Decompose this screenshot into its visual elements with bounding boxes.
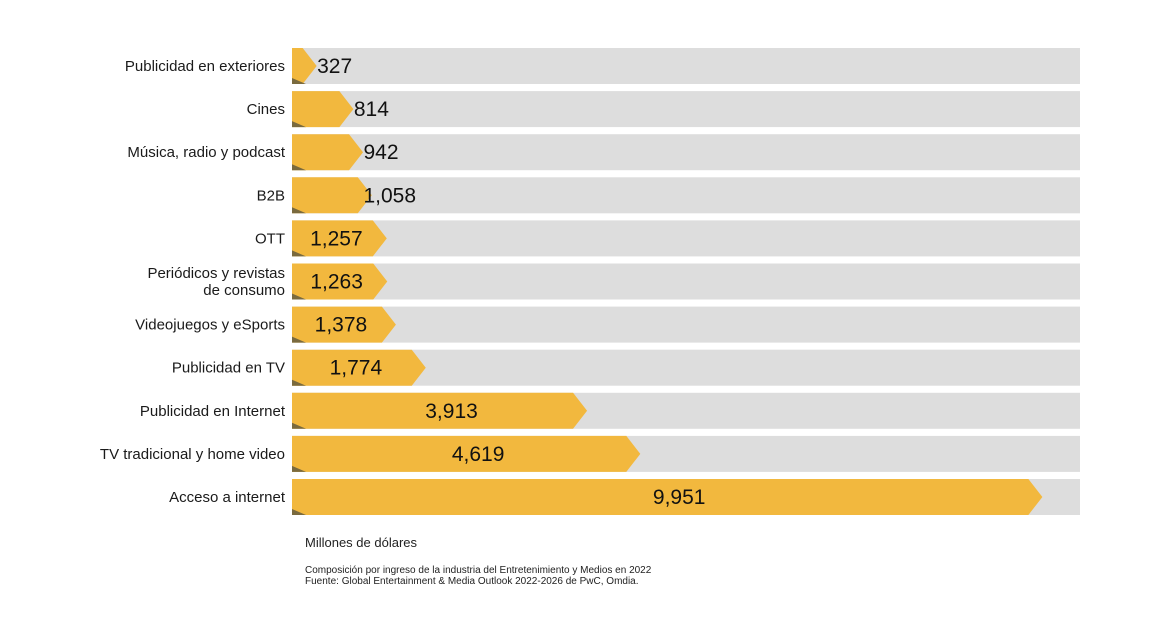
bar-value-label: 1,263 <box>310 271 363 294</box>
footnote-line-description: Composición por ingreso de la industria … <box>305 565 652 576</box>
x-axis-unit-label: Millones de dólares <box>305 535 418 550</box>
bar-track <box>292 263 1080 300</box>
bar <box>292 91 354 128</box>
bar <box>292 479 1043 515</box>
bar-track <box>292 177 1080 214</box>
bar-value-label: 9,951 <box>653 486 706 509</box>
category-label-line: Música, radio y podcast <box>127 144 285 161</box>
bar-value-label: 1,058 <box>363 184 416 207</box>
bar-fold-shadow <box>292 78 306 84</box>
bar-fold-shadow <box>292 465 306 472</box>
bar-fold-shadow <box>292 164 306 171</box>
category-label-line: B2B <box>257 187 285 204</box>
category-label-line: TV tradicional y home video <box>100 446 285 463</box>
bar-value-label: 1,378 <box>315 314 368 337</box>
category-label: Periódicos y revistas de consumo <box>147 265 285 299</box>
bar <box>292 48 317 84</box>
category-label: Publicidad en TV <box>172 360 285 377</box>
bar-value-label: 1,257 <box>310 227 363 250</box>
bar-fold-shadow <box>292 379 306 386</box>
bar <box>292 435 641 472</box>
bar-value-label: 1,774 <box>330 357 383 380</box>
category-label-line: Publicidad en exteriores <box>125 58 285 75</box>
category-label: Música, radio y podcast <box>127 144 285 161</box>
category-label-line: OTT <box>255 230 285 247</box>
bar-value-label: 3,913 <box>425 400 478 423</box>
bar-fold-shadow <box>292 336 306 343</box>
bar-value-label: 942 <box>364 141 399 164</box>
bar-track <box>292 134 1080 171</box>
bar-value-label: 327 <box>317 55 352 78</box>
category-label: Publicidad en Internet <box>140 403 286 420</box>
bar <box>292 134 364 171</box>
bar <box>292 177 372 214</box>
bar <box>292 306 396 343</box>
category-label-line: de consumo <box>203 282 285 299</box>
bar-track <box>292 48 1080 84</box>
bar-value-label: 814 <box>354 98 389 121</box>
category-label: Videojuegos y eSports <box>135 317 285 334</box>
category-label: OTT <box>255 230 285 247</box>
bar <box>292 349 426 386</box>
chart-footnote: Composición por ingreso de la industria … <box>305 565 651 587</box>
bar-track <box>292 91 1080 128</box>
bar-fold-shadow <box>292 509 306 515</box>
category-label-line: Cines <box>247 101 285 118</box>
footnote-line-source: Fuente: Global Entertainment & Media Out… <box>305 576 639 587</box>
bar <box>292 220 387 257</box>
category-label: Publicidad en exteriores <box>125 58 285 75</box>
category-label-line: Videojuegos y eSports <box>135 317 285 334</box>
bar <box>292 392 588 429</box>
bar-value-label: 4,619 <box>452 443 505 466</box>
category-label-line: Acceso a internet <box>169 489 286 506</box>
bar-fold-shadow <box>292 293 306 300</box>
bar-fold-shadow <box>292 422 306 429</box>
category-label: Acceso a internet <box>169 489 286 506</box>
category-label: Cines <box>247 101 285 118</box>
category-label: TV tradicional y home video <box>100 446 285 463</box>
category-label-line: Publicidad en TV <box>172 360 285 377</box>
category-label: B2B <box>257 187 285 204</box>
bar-track <box>292 220 1080 257</box>
category-label-line: Periódicos y revistas <box>147 265 285 282</box>
category-label-line: Publicidad en Internet <box>140 403 286 420</box>
bar-track <box>292 306 1080 343</box>
bar <box>292 263 388 300</box>
bar-fold-shadow <box>292 250 306 257</box>
bar-fold-shadow <box>292 121 306 128</box>
bar-fold-shadow <box>292 207 306 214</box>
